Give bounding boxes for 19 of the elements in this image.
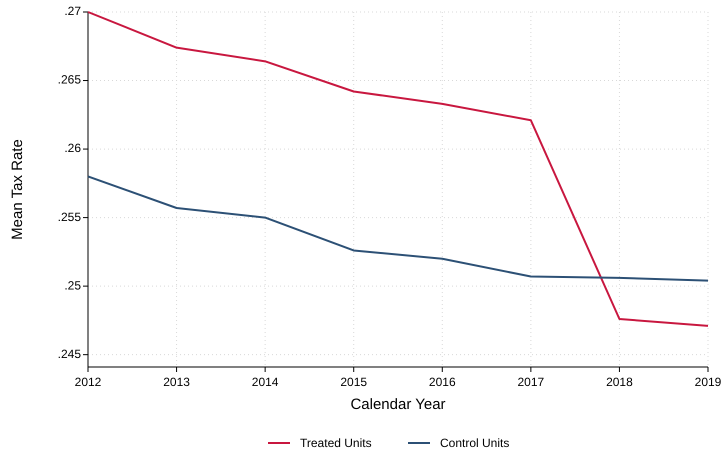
x-tick-label: 2015: [340, 375, 368, 389]
y-tick-label: .27: [64, 4, 82, 18]
legend-label: Treated Units: [300, 436, 372, 450]
x-tick-label: 2018: [606, 375, 634, 389]
x-tick-label: 2017: [518, 375, 545, 389]
y-tick-label: .26: [64, 141, 82, 156]
x-axis-title: Calendar Year: [350, 396, 446, 413]
y-tick-label: .255: [58, 210, 82, 224]
x-tick-label: 2014: [252, 375, 279, 389]
x-tick-label: 2012: [74, 375, 102, 389]
line-series: [87, 175, 709, 282]
x-tick-label: 2019: [694, 375, 722, 389]
x-tick-label: 2013: [163, 375, 190, 389]
y-tick-label: .25: [64, 278, 82, 292]
legend-label: Control Units: [440, 436, 510, 450]
y-axis-title: Mean Tax Rate: [9, 139, 26, 240]
x-tick-label: 2016: [428, 375, 456, 389]
y-tick-label: .245: [58, 346, 82, 361]
y-tick-label: .265: [58, 72, 82, 87]
